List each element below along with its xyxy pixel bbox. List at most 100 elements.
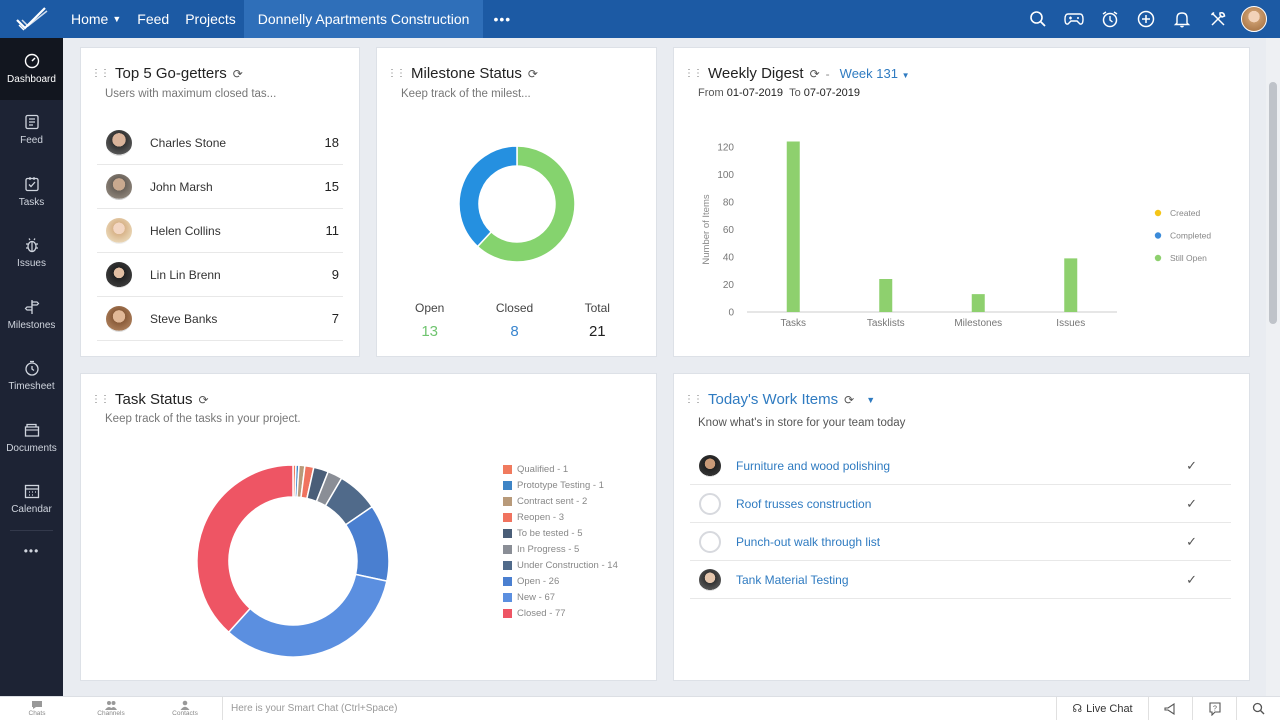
legend-label[interactable]: Created bbox=[1170, 208, 1201, 218]
chat-bubble-icon bbox=[32, 701, 42, 709]
list-item[interactable]: Punch-out walk through list ✓ bbox=[690, 523, 1231, 561]
drag-handle-icon[interactable]: ⋮⋮ bbox=[387, 68, 406, 79]
sidebar-item-feed[interactable]: Feed bbox=[0, 100, 63, 162]
check-icon[interactable]: ✓ bbox=[1186, 571, 1197, 587]
nav-more[interactable]: ••• bbox=[493, 11, 512, 27]
drag-handle-icon[interactable]: ⋮⋮ bbox=[91, 394, 110, 405]
legend-item[interactable]: Contract sent - 2 bbox=[503, 493, 618, 509]
list-item[interactable]: Lin Lin Brenn 9 bbox=[97, 253, 343, 297]
check-icon[interactable]: ✓ bbox=[1186, 457, 1197, 473]
list-item[interactable]: Steve Banks 7 bbox=[97, 297, 343, 341]
refresh-icon[interactable]: ⟳ bbox=[198, 392, 209, 407]
sidebar-item-calendar[interactable]: Calendar bbox=[0, 469, 63, 531]
legend-label: New - 67 bbox=[517, 592, 556, 604]
legend-label[interactable]: Completed bbox=[1170, 231, 1211, 241]
closed-count: 7 bbox=[331, 311, 339, 326]
refresh-icon[interactable]: ⟳ bbox=[809, 66, 820, 81]
nav-project-name[interactable]: Donnelly Apartments Construction bbox=[243, 0, 484, 38]
legend-item[interactable]: To be tested - 5 bbox=[503, 525, 618, 541]
drag-handle-icon[interactable]: ⋮⋮ bbox=[684, 394, 703, 405]
drag-handle-icon[interactable]: ⋮⋮ bbox=[91, 68, 110, 79]
gamepad-icon[interactable] bbox=[1056, 0, 1092, 38]
nav-feed[interactable]: Feed bbox=[137, 11, 170, 27]
avatar bbox=[106, 305, 132, 332]
sidebar-item-tasks[interactable]: Tasks bbox=[0, 161, 63, 223]
bar-tasks-still-open[interactable] bbox=[786, 141, 800, 313]
stat-value[interactable]: 13 bbox=[421, 323, 439, 340]
sidebar-item-timesheet[interactable]: Timesheet bbox=[0, 346, 63, 408]
week-selector[interactable]: Week 131 ▼ bbox=[840, 66, 910, 81]
card-subtitle: Users with maximum closed tas... bbox=[105, 88, 277, 100]
nav-home[interactable]: Home ▼ bbox=[63, 0, 129, 38]
week-label: Week 131 bbox=[839, 66, 898, 81]
legend-item[interactable]: Prototype Testing - 1 bbox=[503, 477, 618, 493]
refresh-icon[interactable]: ⟳ bbox=[232, 66, 243, 81]
bar-issues-still-open[interactable] bbox=[1064, 258, 1078, 312]
stat-value[interactable]: 8 bbox=[510, 323, 519, 340]
legend-item[interactable]: In Progress - 5 bbox=[503, 541, 618, 557]
sidebar-item-documents[interactable]: Documents bbox=[0, 407, 63, 469]
legend-item[interactable]: Open - 26 bbox=[503, 574, 618, 590]
milestone-slice-closed[interactable] bbox=[458, 145, 518, 248]
timer-icon[interactable] bbox=[1092, 0, 1128, 38]
work-item-title[interactable]: Furniture and wood polishing bbox=[736, 458, 891, 473]
smart-chat-input[interactable]: Here is your Smart Chat (Ctrl+Space) bbox=[222, 696, 1056, 720]
list-item[interactable]: Helen Collins 11 bbox=[97, 209, 343, 253]
legend-item[interactable]: Reopen - 3 bbox=[503, 509, 618, 525]
app-logo[interactable] bbox=[0, 0, 63, 38]
bar-tasklists-still-open[interactable] bbox=[879, 279, 893, 312]
list-item[interactable]: Charles Stone 18 bbox=[97, 121, 343, 165]
help-icon[interactable]: ? bbox=[1192, 696, 1236, 720]
nav-projects[interactable]: Projects bbox=[185, 11, 236, 27]
legend-label[interactable]: Still Open bbox=[1170, 253, 1207, 263]
bell-icon[interactable] bbox=[1164, 0, 1200, 38]
check-icon[interactable]: ✓ bbox=[1186, 495, 1197, 511]
announcement-icon[interactable] bbox=[1148, 696, 1192, 720]
check-icon[interactable]: ✓ bbox=[1186, 533, 1197, 549]
tools-icon[interactable] bbox=[1200, 0, 1236, 38]
refresh-icon[interactable]: ⟳ bbox=[844, 392, 855, 407]
list-item[interactable]: Roof trusses construction ✓ bbox=[690, 485, 1231, 523]
card-subtitle: Know what's in store for your team today bbox=[698, 417, 906, 429]
sidebar-item-label: Documents bbox=[6, 442, 57, 454]
search-icon[interactable] bbox=[1020, 0, 1056, 38]
legend-item[interactable]: New - 67 bbox=[503, 590, 618, 606]
chats-button[interactable]: Chats bbox=[0, 697, 74, 720]
legend-item[interactable]: Under Construction - 14 bbox=[503, 558, 618, 574]
sidebar-item-label: Tasks bbox=[18, 196, 45, 208]
live-chat-button[interactable]: ☊ Live Chat bbox=[1056, 696, 1148, 720]
channels-button[interactable]: Channels bbox=[74, 697, 148, 720]
scrollbar-thumb[interactable] bbox=[1269, 82, 1277, 324]
drag-handle-icon[interactable]: ⋮⋮ bbox=[684, 68, 703, 79]
user-avatar[interactable] bbox=[1236, 0, 1272, 38]
legend-item[interactable]: Qualified - 1 bbox=[503, 461, 618, 477]
legend-swatch bbox=[503, 480, 512, 490]
contacts-button[interactable]: Contacts bbox=[148, 697, 222, 720]
task-slice-closed[interactable] bbox=[196, 464, 294, 634]
sidebar-item-dashboard[interactable]: Dashboard bbox=[0, 38, 63, 100]
list-item[interactable]: Furniture and wood polishing ✓ bbox=[690, 447, 1231, 485]
sidebar-item-milestones[interactable]: Milestones bbox=[0, 284, 63, 346]
feed-icon bbox=[24, 115, 39, 130]
milestone-slice-open[interactable] bbox=[476, 145, 576, 263]
sidebar-item-label: Calendar bbox=[11, 504, 52, 516]
chevron-down-icon: ▼ bbox=[901, 71, 910, 80]
page-scrollbar[interactable] bbox=[1266, 38, 1280, 696]
task-slice-new[interactable] bbox=[227, 573, 388, 658]
list-item[interactable]: John Marsh 15 bbox=[97, 165, 343, 209]
work-item-title[interactable]: Punch-out walk through list bbox=[736, 534, 881, 549]
avatar bbox=[699, 454, 721, 477]
bar-milestones-still-open[interactable] bbox=[971, 294, 985, 312]
sidebar-item-issues[interactable]: Issues bbox=[0, 223, 63, 285]
work-item-title[interactable]: Roof trusses construction bbox=[736, 496, 872, 511]
chevron-down-icon[interactable]: ▼ bbox=[866, 394, 876, 405]
add-icon[interactable] bbox=[1128, 0, 1164, 38]
work-item-title[interactable]: Tank Material Testing bbox=[736, 572, 849, 587]
refresh-icon[interactable]: ⟳ bbox=[527, 66, 538, 81]
card-title[interactable]: Today's Work Items bbox=[708, 391, 839, 408]
legend-swatch bbox=[503, 464, 512, 474]
sidebar-more[interactable]: ••• bbox=[10, 530, 53, 570]
search-icon[interactable] bbox=[1236, 696, 1280, 720]
legend-item[interactable]: Closed - 77 bbox=[503, 606, 618, 622]
list-item[interactable]: Tank Material Testing ✓ bbox=[690, 561, 1231, 599]
